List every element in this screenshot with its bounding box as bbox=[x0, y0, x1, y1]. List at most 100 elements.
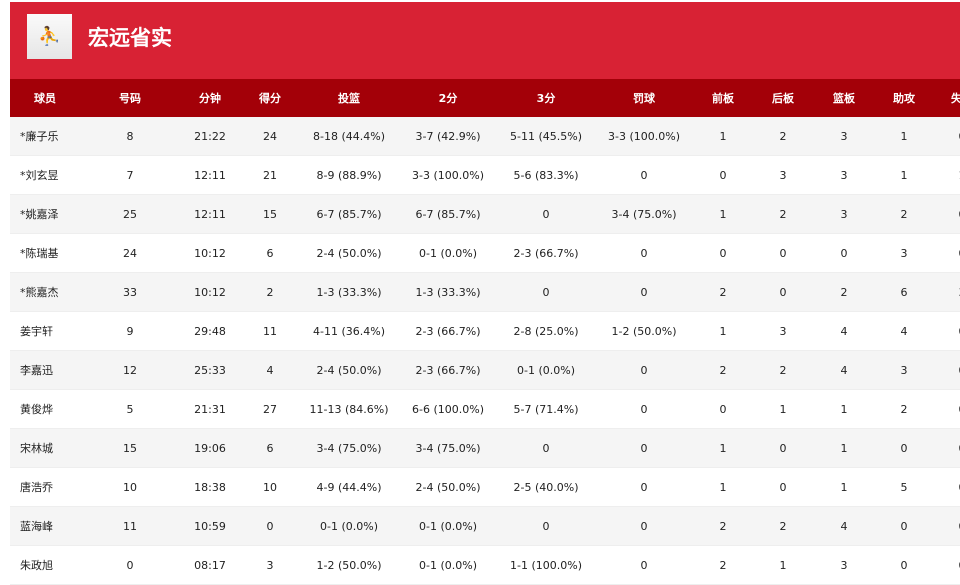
column-header[interactable]: 3分 bbox=[498, 79, 594, 117]
stat-cell: 6-7 (85.7%) bbox=[398, 194, 498, 234]
stat-cell: 08:17 bbox=[180, 545, 240, 585]
stat-cell: 0 bbox=[80, 545, 180, 585]
stat-cell: 5 bbox=[80, 389, 180, 429]
player-name: *刘玄昱 bbox=[10, 155, 80, 195]
column-header[interactable]: 罚球 bbox=[594, 79, 694, 117]
stat-cell: 1-2 (50.0%) bbox=[594, 311, 694, 351]
stat-cell: 6-7 (85.7%) bbox=[300, 194, 398, 234]
stat-cell: 3-4 (75.0%) bbox=[398, 428, 498, 468]
stat-cell: 0 bbox=[934, 117, 960, 156]
table-row: *陈瑞基 24 10:12 6 2-4 (50.0%) 0-1 (0.0%) 2-3 (66… bbox=[10, 233, 960, 273]
stat-cell: 6 bbox=[240, 233, 300, 273]
stat-cell: 11 bbox=[80, 506, 180, 546]
stat-cell: 2 bbox=[752, 117, 814, 156]
player-name: *姚嘉泽 bbox=[10, 194, 80, 234]
stat-cell: 1 bbox=[874, 117, 934, 156]
column-header[interactable]: 助攻 bbox=[874, 79, 934, 117]
stat-cell: 10:12 bbox=[180, 233, 240, 273]
stat-cell: 1 bbox=[814, 389, 874, 429]
stat-cell: 0 bbox=[752, 428, 814, 468]
stat-cell: 0 bbox=[498, 428, 594, 468]
stat-cell: 5-11 (45.5%) bbox=[498, 117, 594, 156]
stat-cell: 25:33 bbox=[180, 350, 240, 390]
stat-cell: 3-3 (100.0%) bbox=[398, 155, 498, 195]
stat-cell: 8-9 (88.9%) bbox=[300, 155, 398, 195]
column-header[interactable]: 得分 bbox=[240, 79, 300, 117]
stat-cell: 0-1 (0.0%) bbox=[398, 506, 498, 546]
column-header[interactable]: 投篮 bbox=[300, 79, 398, 117]
column-header[interactable]: 后板 bbox=[752, 79, 814, 117]
column-header[interactable]: 前板 bbox=[694, 79, 752, 117]
stat-cell: 2 bbox=[752, 194, 814, 234]
stat-cell: 0 bbox=[934, 389, 960, 429]
stat-cell: 0 bbox=[694, 233, 752, 273]
stat-cell: 0 bbox=[934, 350, 960, 390]
stat-cell: 1-3 (33.3%) bbox=[300, 272, 398, 312]
stat-cell: 10 bbox=[240, 467, 300, 507]
stat-cell: 0 bbox=[594, 389, 694, 429]
stat-cell: 0 bbox=[934, 233, 960, 273]
stat-cell: 3 bbox=[814, 155, 874, 195]
stat-cell: 0-1 (0.0%) bbox=[498, 350, 594, 390]
stat-cell: 0 bbox=[934, 506, 960, 546]
stat-cell: 19:06 bbox=[180, 428, 240, 468]
stat-cell: 4 bbox=[240, 350, 300, 390]
stat-cell: 8-18 (44.4%) bbox=[300, 117, 398, 156]
stat-cell: 2-3 (66.7%) bbox=[498, 233, 594, 273]
column-header[interactable]: 失误 bbox=[934, 79, 960, 117]
stat-cell: 3-4 (75.0%) bbox=[300, 428, 398, 468]
stat-cell: 6 bbox=[240, 428, 300, 468]
stat-cell: 0 bbox=[594, 545, 694, 585]
stat-cell: 0 bbox=[934, 545, 960, 585]
stat-cell: 0 bbox=[594, 467, 694, 507]
stat-cell: 1 bbox=[694, 467, 752, 507]
table-row: 唐浩乔 10 18:38 10 4-9 (44.4%) 2-4 (50.0%) 2-5 (4… bbox=[10, 467, 960, 507]
stat-cell: 10:59 bbox=[180, 506, 240, 546]
stat-cell: 2 bbox=[694, 272, 752, 312]
stat-cell: 3 bbox=[934, 272, 960, 312]
stat-cell: 15 bbox=[80, 428, 180, 468]
stat-cell: 2-4 (50.0%) bbox=[300, 350, 398, 390]
stat-cell: 5-6 (83.3%) bbox=[498, 155, 594, 195]
stat-cell: 3 bbox=[814, 117, 874, 156]
stat-cell: 0 bbox=[934, 311, 960, 351]
table-row: 朱政旭 0 08:17 3 1-2 (50.0%) 0-1 (0.0%) 1-1 (100.… bbox=[10, 545, 960, 585]
stat-cell: 4 bbox=[814, 506, 874, 546]
stat-cell: 3 bbox=[752, 155, 814, 195]
stat-cell: 0 bbox=[594, 155, 694, 195]
stat-cell: 0-1 (0.0%) bbox=[398, 233, 498, 273]
stat-cell: 3 bbox=[874, 350, 934, 390]
stat-cell: 2 bbox=[240, 272, 300, 312]
stat-cell: 2-3 (66.7%) bbox=[398, 350, 498, 390]
stat-cell: 1-2 (50.0%) bbox=[300, 545, 398, 585]
stat-cell: 2 bbox=[814, 272, 874, 312]
player-stats-table: 球员号码分钟得分投篮2分3分罚球前板后板篮板助攻失误 *廉子乐821:22248… bbox=[10, 79, 960, 585]
stat-cell: 21:31 bbox=[180, 389, 240, 429]
stat-cell: 10:12 bbox=[180, 272, 240, 312]
stat-cell: 1 bbox=[694, 311, 752, 351]
stat-cell: 12:11 bbox=[180, 194, 240, 234]
stat-cell: 9 bbox=[80, 311, 180, 351]
stat-cell: 5-7 (71.4%) bbox=[498, 389, 594, 429]
stat-cell: 0 bbox=[498, 194, 594, 234]
stat-cell: 2-4 (50.0%) bbox=[398, 467, 498, 507]
column-header[interactable]: 分钟 bbox=[180, 79, 240, 117]
table-row: 李嘉迅 12 25:33 4 2-4 (50.0%) 2-3 (66.7%) 0-1 (0.… bbox=[10, 350, 960, 390]
column-header[interactable]: 篮板 bbox=[814, 79, 874, 117]
team-logo-icon: ⛹ bbox=[27, 14, 72, 59]
stat-cell: 2 bbox=[874, 389, 934, 429]
stat-cell: 2 bbox=[752, 506, 814, 546]
stat-cell: 4 bbox=[814, 311, 874, 351]
stat-cell: 29:48 bbox=[180, 311, 240, 351]
stat-cell: 1 bbox=[694, 117, 752, 156]
column-header[interactable]: 号码 bbox=[80, 79, 180, 117]
stat-cell: 4-9 (44.4%) bbox=[300, 467, 398, 507]
stat-cell: 33 bbox=[80, 272, 180, 312]
player-name: 蓝海峰 bbox=[10, 506, 80, 546]
stat-cell: 0 bbox=[594, 233, 694, 273]
column-header[interactable]: 2分 bbox=[398, 79, 498, 117]
table-row: *刘玄昱 7 12:11 21 8-9 (88.9%) 3-3 (100.0%) 5-6 (… bbox=[10, 155, 960, 195]
column-header[interactable]: 球员 bbox=[10, 79, 80, 117]
stat-cell: 15 bbox=[240, 194, 300, 234]
